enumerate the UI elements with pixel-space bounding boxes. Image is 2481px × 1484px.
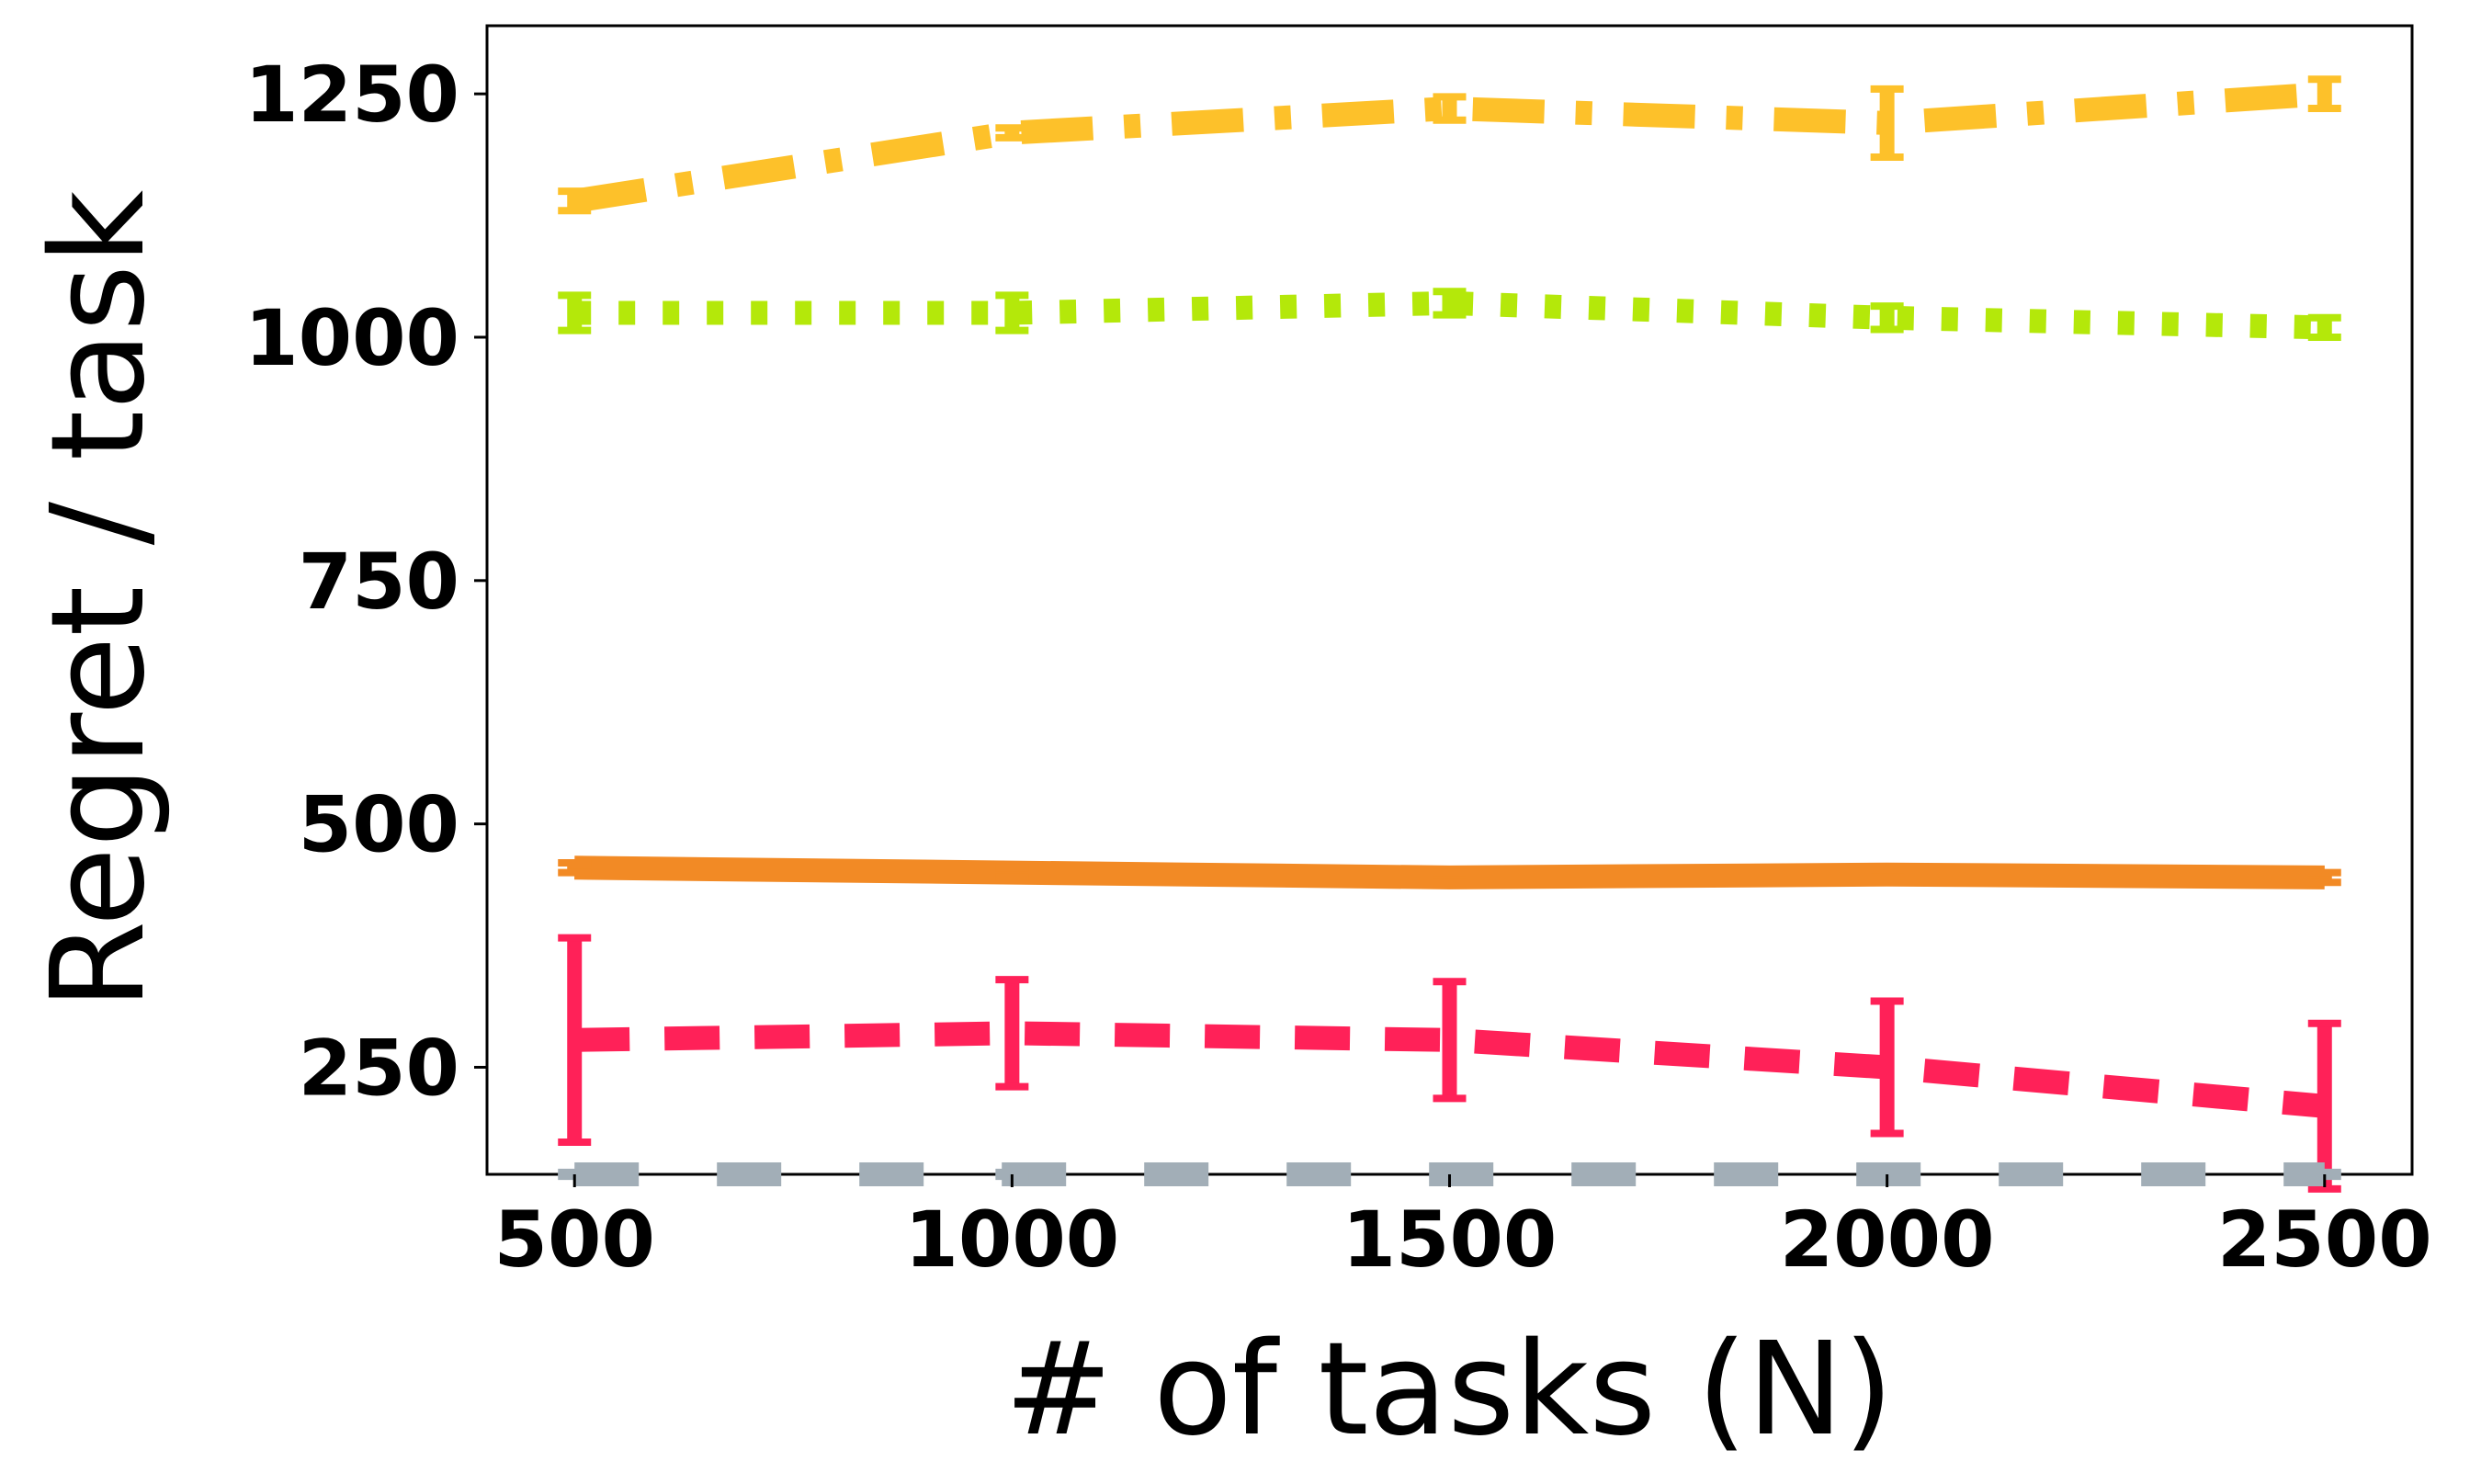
x-tick-label: 1500 [1342,1195,1558,1285]
series-layer [558,75,2341,1193]
series-4 [558,934,2341,1193]
series-line [573,1021,2326,1118]
series-line [574,290,2326,340]
series-3 [558,855,2341,889]
series-2 [558,288,2341,341]
x-tick-label: 500 [494,1195,655,1285]
y-tick-label: 250 [299,1023,459,1113]
axis-layer: 500 1000 1500 2000 2500 250 500 750 1000 1250 [244,50,2431,1285]
y-tick-label: 1250 [244,50,459,140]
y-tick-label: 1000 [244,293,459,383]
y-tick-label: 750 [299,537,459,627]
x-tick-label: 2000 [1780,1195,1995,1285]
y-axis-label: Regret / task [24,190,174,1010]
x-tick-label: 1000 [904,1195,1119,1285]
y-tick-label: 500 [299,780,459,870]
x-axis-label: # of tasks (N) [1004,1315,1893,1465]
series-line [572,82,2326,213]
series-1 [558,75,2341,215]
x-tick-label: 2500 [2217,1195,2432,1285]
